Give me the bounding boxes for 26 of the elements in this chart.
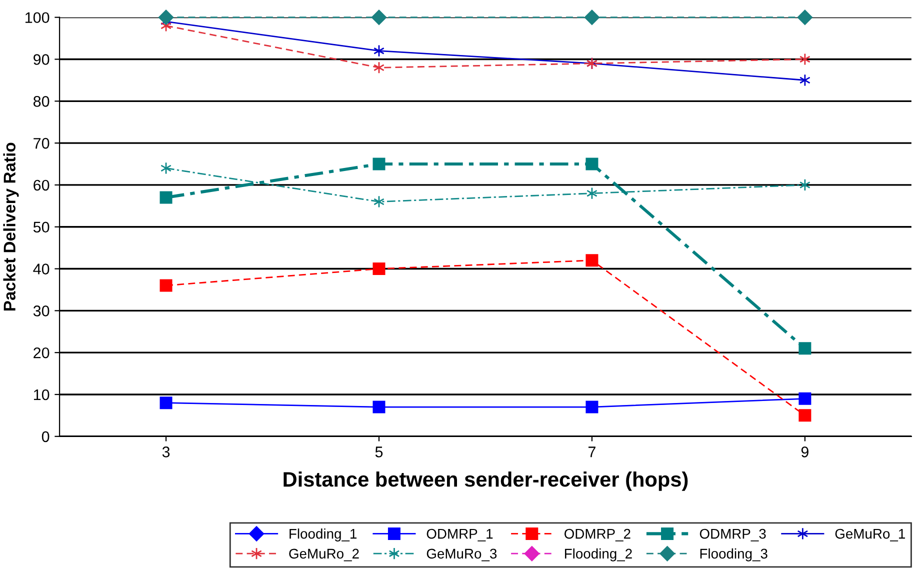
y-tick-label: 50	[33, 222, 50, 233]
x-tick-label: 7	[588, 446, 596, 458]
y-tick-label: 30	[33, 306, 50, 316]
legend-label: Flooding_3	[700, 548, 768, 562]
y-tick-label: 40	[33, 264, 50, 274]
x-tick-label: 5	[375, 446, 383, 458]
legend-label: Flooding_1	[290, 528, 357, 542]
y-tick-label: 70	[34, 138, 50, 149]
y-tick-label: 10	[34, 389, 50, 400]
y-tick-label: 100	[25, 12, 50, 24]
y-tick-label: 20	[34, 347, 50, 358]
x-axis-title: Distance between sender-receiver (hops)	[284, 471, 688, 491]
legend-label: GeMuRo_2	[289, 548, 359, 562]
y-tick-label: 60	[34, 180, 50, 191]
y-tick-label: 0	[42, 431, 50, 442]
y-axis-title: Packet Delivery Ratio	[3, 142, 19, 311]
y-tick-label: 80	[33, 96, 50, 107]
y-tick-label: 90	[34, 54, 50, 65]
legend-label: ODMRP_3	[700, 528, 766, 542]
legend-label: ODMRP_1	[426, 528, 493, 542]
legend-label: ODMRP_2	[564, 528, 630, 542]
x-tick-label: 3	[162, 446, 170, 458]
x-tick-label: 9	[801, 446, 808, 458]
legend-label: Flooding_2	[564, 548, 632, 562]
legend-label: GeMuRo_1	[835, 528, 905, 542]
legend-label: GeMuRo_3	[426, 548, 497, 562]
